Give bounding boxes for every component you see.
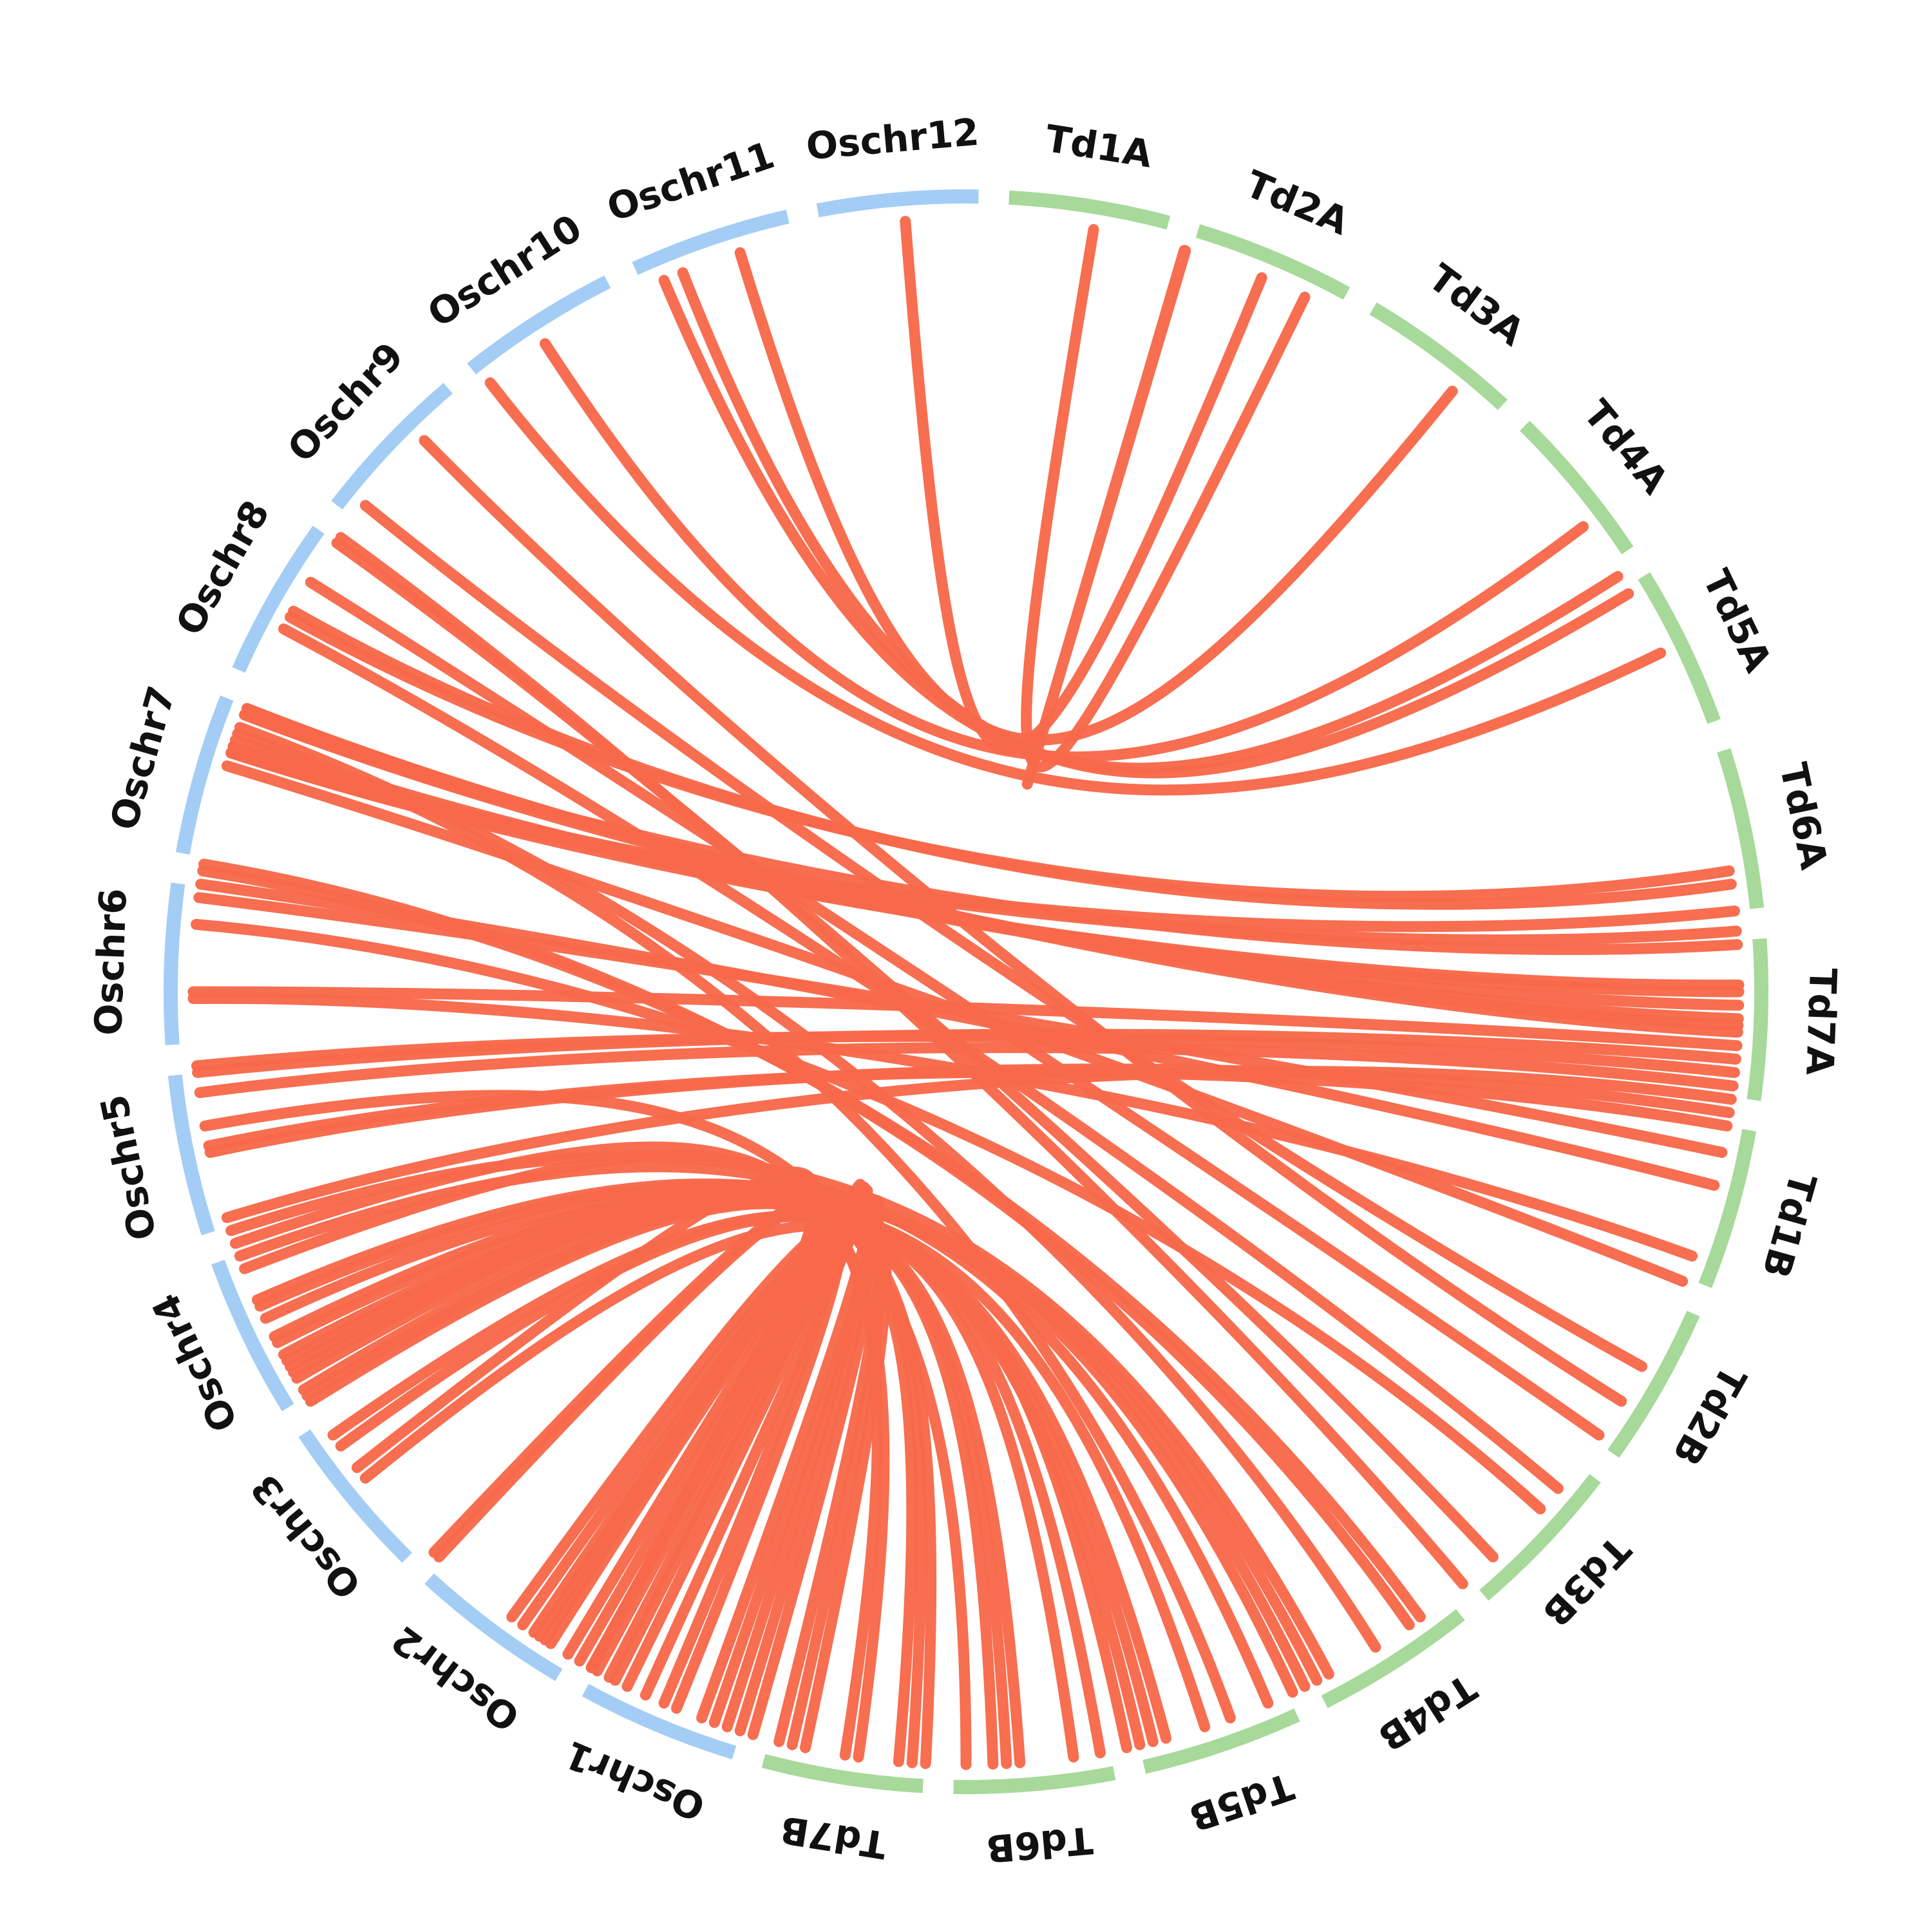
chromosome-band-oschr12 [816,189,979,218]
synteny-link [419,435,1627,1407]
chromosome-band-oschr2 [424,1573,563,1681]
synteny-link [187,992,1698,1262]
chromosome-label-td1a: Td1A [1043,117,1155,176]
synteny-link [359,500,1647,1372]
synteny-link [191,918,1546,1515]
chromosome-band-td6a [1717,748,1765,909]
synteny-link [734,247,1458,746]
synteny-links [187,216,1745,1770]
synteny-link [221,1066,1737,1224]
chromosome-label-oschr1: Oschr1 [558,1732,711,1830]
chromosome-band-td2b [1607,1311,1700,1458]
chromosome-band-oschr8 [232,526,325,673]
chromosome-band-oschr10 [467,275,611,375]
chromosome-band-td5a [1638,572,1721,724]
synteny-link [1021,245,1191,790]
synteny-link [677,267,1634,779]
synteny-link [193,892,1728,1158]
chromosome-band-td4a [1519,421,1634,554]
chromosome-band-oschr11 [632,209,790,276]
synteny-link [191,1030,1740,1078]
chromosome-label-td7a: Td7A [1797,967,1845,1076]
synteny-link [288,605,1737,910]
synteny-link [351,1166,821,1673]
chromosome-band-oschr1 [582,1683,737,1759]
chromosome-band-td7a [1747,938,1769,1101]
chromosome-band-td4b [1321,1609,1465,1709]
chromosome-label-td4a: Td4A [1575,392,1677,502]
chromosome-band-oschr7 [175,695,234,855]
chromosome-label-td3b: Td3B [1534,1528,1639,1635]
synteny-link [484,377,1667,796]
chromosome-label-oschr10: Oschr10 [420,206,589,336]
synteny-link [242,703,1743,1038]
synteny-link [428,1185,848,1709]
synteny-link [199,1090,972,1770]
synteny-link [539,338,1589,762]
chromosome-band-oschr9 [331,383,453,510]
synteny-link [305,576,1605,1441]
chromosome-band-td2a [1195,224,1350,300]
chromosome-band-td3b [1479,1473,1601,1601]
chromosome-label-td4b: Td4B [1370,1665,1484,1760]
chromosome-label-oschr6: Oschr6 [86,887,135,1036]
chromosome-label-oschr12: Oschr12 [804,110,981,169]
chromosome-label-oschr7: Oschr7 [102,681,184,835]
chromosome-label-td3a: Td3A [1421,255,1533,354]
chromosome-label-td5a: Td5A [1694,563,1780,678]
chromosome-label-td2b: Td2B [1664,1358,1755,1473]
synteny-link [335,532,1468,1589]
chromosome-label-td2a: Td2A [1239,162,1355,243]
synteny-link [232,728,1236,1724]
synteny-link [198,858,1415,1631]
chromosome-band-td1b [1698,1128,1757,1289]
chromosome-band-td1a [1009,190,1171,230]
chromosome-label-oschr5: Oschr5 [92,1091,165,1244]
chromosome-band-oschr5 [167,1074,215,1236]
chromosome-label-td6b: Td6B [985,1818,1095,1871]
chromosome-label-td5b: Td5B [1184,1764,1299,1840]
synteny-link [234,722,1381,1653]
synteny-link [359,1220,1132,1754]
chromosome-ideograms [163,189,1769,1794]
chromosome-band-oschr3 [298,1429,413,1563]
chromosome-band-oschr4 [211,1259,294,1412]
chromosome-label-oschr11: Oschr11 [601,133,779,230]
chromosome-band-td7b [761,1754,923,1794]
chromosome-band-oschr6 [163,882,185,1046]
chromosome-label-td7b: Td7B [777,1807,889,1867]
chromosome-band-td6b [953,1766,1116,1794]
chromosome-band-td5b [1142,1708,1300,1774]
chromosome-band-td3a [1369,302,1508,410]
chromosome-label-td6a: Td6A [1771,759,1836,873]
chromosome-label-td1b: Td1B [1754,1168,1825,1283]
